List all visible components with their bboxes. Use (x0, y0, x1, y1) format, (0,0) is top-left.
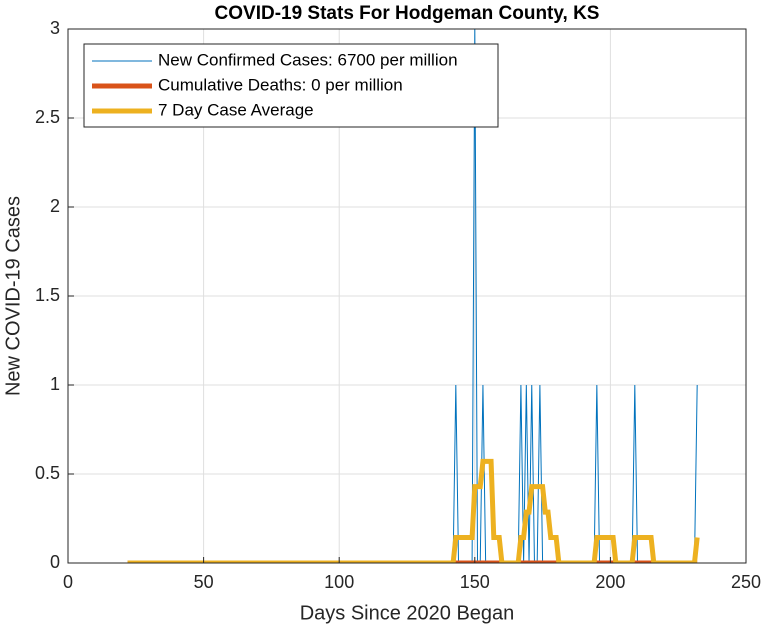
y-tick-label: 1 (50, 374, 60, 394)
chart-title: COVID-19 Stats For Hodgeman County, KS (215, 3, 600, 24)
legend-label: New Confirmed Cases: 6700 per million (158, 50, 458, 69)
x-tick-label: 0 (63, 572, 73, 592)
y-tick-label: 2.5 (35, 107, 60, 127)
legend: New Confirmed Cases: 6700 per million Cum… (83, 43, 499, 128)
legend-label: Cumulative Deaths: 0 per million (158, 75, 403, 94)
x-tick-label: 250 (731, 572, 761, 592)
legend-label: 7 Day Case Average (158, 100, 314, 119)
x-tick-label: 200 (595, 572, 625, 592)
x-tick-label: 100 (324, 572, 354, 592)
x-tick-label: 150 (460, 572, 490, 592)
x-tick-label: 50 (194, 572, 214, 592)
y-tick-label: 2 (50, 196, 60, 216)
y-tick-label: 3 (50, 18, 60, 38)
series-line (127, 458, 700, 563)
legend-box (83, 43, 499, 128)
y-axis-label: New COVID-19 Cases (2, 196, 24, 396)
y-tick-label: 0 (50, 552, 60, 572)
x-axis-label: Days Since 2020 Began (300, 602, 515, 624)
y-tick-label: 0.5 (35, 463, 60, 483)
lines (127, 29, 700, 563)
y-tick-label: 1.5 (35, 285, 60, 305)
